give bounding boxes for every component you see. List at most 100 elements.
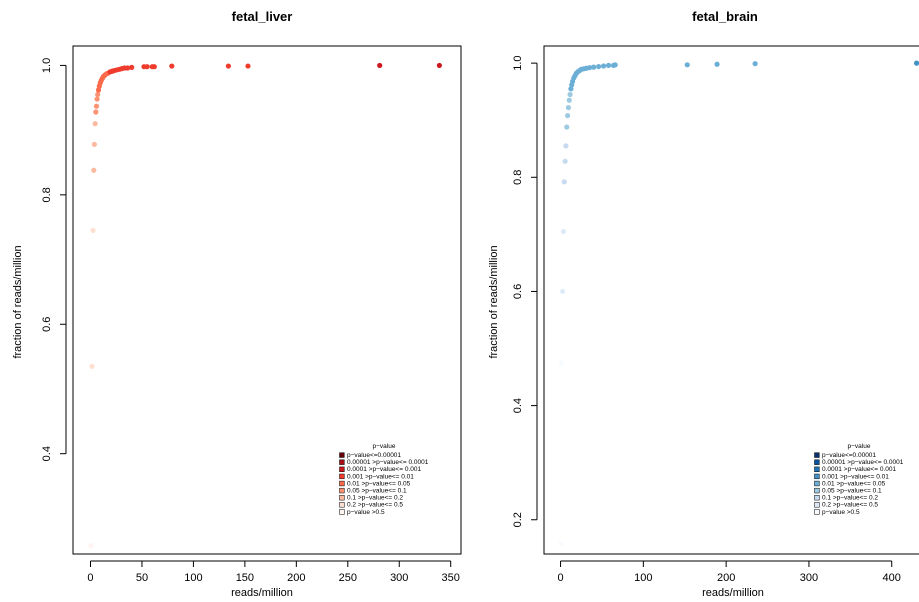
fetal-brain-data-point	[564, 124, 570, 130]
fetal-brain-y-tick-label: 0.4	[512, 398, 524, 413]
fetal-liver-x-tick-label: 50	[136, 572, 148, 584]
fetal-liver-x-tick-label: 250	[339, 572, 357, 584]
fetal-liver-data-point	[91, 141, 98, 147]
fetal-liver-data-point	[225, 63, 232, 69]
fetal-liver-legend-label: p−value<=0.00001	[347, 452, 401, 459]
fetal-brain-x-tick-label: 300	[800, 572, 818, 584]
fetal-brain-data-point	[563, 143, 569, 149]
fetal-liver-legend-label: 0.2 >p−value<= 0.5	[347, 502, 403, 509]
fetal-brain-legend-label: 0.01 >p−value<= 0.05	[822, 480, 886, 487]
fetal-liver-y-tick-label: 1.0	[41, 58, 53, 73]
fetal-liver-x-tick-label: 0	[87, 572, 93, 584]
fetal-brain-plot-frame	[543, 45, 919, 555]
fetal-brain-legend-swatch	[814, 473, 820, 480]
fetal-liver-plot-frame	[72, 45, 462, 555]
fetal-brain-x-tick-label: 0	[557, 572, 563, 584]
fetal-brain-legend-swatch	[814, 452, 820, 458]
fetal-brain-y-tick-label: 0.2	[512, 512, 524, 527]
fetal-brain-data-point	[567, 91, 573, 98]
fetal-brain-data-point	[752, 61, 758, 67]
fetal-brain-legend-label: 0.001 >p−value<= 0.01	[822, 473, 889, 480]
fetal-liver-legend-swatch	[339, 480, 345, 487]
fetal-brain-data-point	[913, 60, 919, 66]
fetal-liver-y-axis: 0.4 0.6 0.8 1.0	[41, 58, 67, 461]
fetal-liver-data-point	[93, 109, 99, 115]
fetal-liver-legend-label: p−value >0.5	[347, 509, 385, 516]
fetal-liver-y-tick-label: 0.8	[41, 187, 53, 202]
fetal-brain-xlabel: reads/million	[702, 587, 764, 599]
fetal-liver-legend-swatch	[339, 459, 345, 465]
fetal-liver-x-tick-label: 150	[236, 572, 254, 584]
fetal-liver-legend-label: 0.00001 >p−value<= 0.0001	[347, 459, 429, 466]
fetal-brain-legend-swatch	[814, 495, 820, 501]
fetal-liver-data-point	[89, 363, 95, 369]
fetal-liver-title: fetal_liver	[232, 9, 293, 24]
fetal-liver-legend-label: 0.05 >p−value<= 0.1	[347, 488, 407, 495]
fetal-brain-data-point	[558, 360, 564, 366]
fetal-liver-data-point	[91, 167, 97, 173]
fetal-liver-points	[88, 62, 442, 549]
fetal-brain-x-tick-label: 400	[883, 572, 901, 584]
fetal-brain-legend-swatch	[814, 480, 820, 487]
fetal-brain-y-axis: 0.2 0.4 0.6 0.8 1.0	[512, 55, 538, 527]
fetal-liver-legend-swatch	[339, 466, 345, 472]
fetal-brain-data-point	[565, 105, 572, 111]
fetal-brain-x-tick-label: 100	[634, 572, 652, 584]
fetal-liver-data-point	[95, 87, 102, 93]
fetal-liver-data-point	[124, 65, 131, 71]
fetal-brain-data-point	[560, 288, 566, 295]
fetal-brain-data-point	[605, 62, 612, 69]
fetal-liver-legend-swatch	[339, 452, 345, 458]
fetal-brain-legend-swatch	[814, 487, 820, 494]
fetal-liver-data-point	[169, 63, 175, 69]
fetal-brain-legend-label: 0.1 >p−value<= 0.2	[822, 495, 878, 502]
fetal-brain-legend-title: p−value	[848, 443, 871, 450]
fetal-liver-data-point	[90, 227, 96, 234]
fetal-brain-data-point	[560, 228, 567, 235]
fetal-liver-legend-swatch	[339, 509, 345, 515]
fetal-liver-data-point	[95, 91, 101, 98]
fetal-liver-data-point	[129, 64, 135, 70]
fetal-liver-legend-label: 0.0001 >p−value<= 0.001	[347, 466, 421, 473]
fetal-brain-data-point	[714, 61, 720, 67]
fetal-liver-data-point	[94, 96, 100, 102]
fetal-liver-data-point	[151, 64, 157, 70]
fetal-brain-legend-swatch	[814, 459, 820, 465]
fetal-liver-x-axis: 0 50 100 150 200 250 300 350	[87, 560, 460, 584]
fetal-brain-data-point	[601, 63, 607, 69]
fetal-brain-legend-label: 0.05 >p−value<= 0.1	[822, 488, 882, 495]
fetal-liver-data-point	[144, 64, 150, 70]
fetal-brain-y-tick-label: 0.6	[512, 284, 524, 299]
fetal-liver-data-point	[436, 62, 442, 69]
fetal-liver-data-point	[88, 542, 94, 549]
fetal-brain-legend-label: p−value >0.5	[822, 509, 860, 516]
fetal-liver-data-point	[245, 63, 251, 69]
fetal-brain-data-point	[566, 97, 572, 103]
fetal-brain-x-axis: 0 100 200 300 400	[557, 560, 901, 584]
fetal-brain-legend-label: 0.2 >p−value<= 0.5	[822, 502, 878, 509]
fetal-liver-panel: fetal_liver 0 50 100 150 200 250 300 350 0.4 0.6…	[12, 9, 462, 599]
fetal-liver-legend-label: 0.1 >p−value<= 0.2	[347, 495, 403, 502]
fetal-brain-legend-label: p−value<=0.00001	[822, 452, 876, 459]
fetal-liver-data-point	[92, 121, 98, 127]
fetal-liver-ylabel: fraction of reads/million	[12, 245, 24, 358]
fetal-brain-data-point	[564, 113, 571, 119]
fetal-liver-x-tick-label: 200	[287, 572, 305, 584]
fetal-liver-data-point	[93, 103, 100, 109]
fetal-brain-legend-label: 0.00001 >p−value<= 0.0001	[822, 459, 904, 466]
fetal-brain-legend-label: 0.0001 >p−value<= 0.001	[822, 466, 896, 473]
fetal-liver-xlabel: reads/million	[231, 587, 293, 599]
fetal-liver-y-tick-label: 0.4	[41, 446, 53, 461]
fetal-brain-data-point	[561, 179, 567, 185]
fetal-brain-y-tick-label: 1.0	[512, 55, 524, 70]
fetal-brain-data-point	[596, 63, 602, 70]
fetal-brain-points	[558, 60, 919, 547]
fetal-liver-legend-title: p−value	[373, 443, 396, 450]
fetal-brain-data-point	[562, 158, 568, 164]
fetal-brain-x-tick-label: 200	[717, 572, 735, 584]
fetal-liver-data-point	[377, 62, 383, 69]
fetal-brain-data-point	[586, 65, 593, 71]
fetal-liver-legend-label: 0.01 >p−value<= 0.05	[347, 480, 411, 487]
